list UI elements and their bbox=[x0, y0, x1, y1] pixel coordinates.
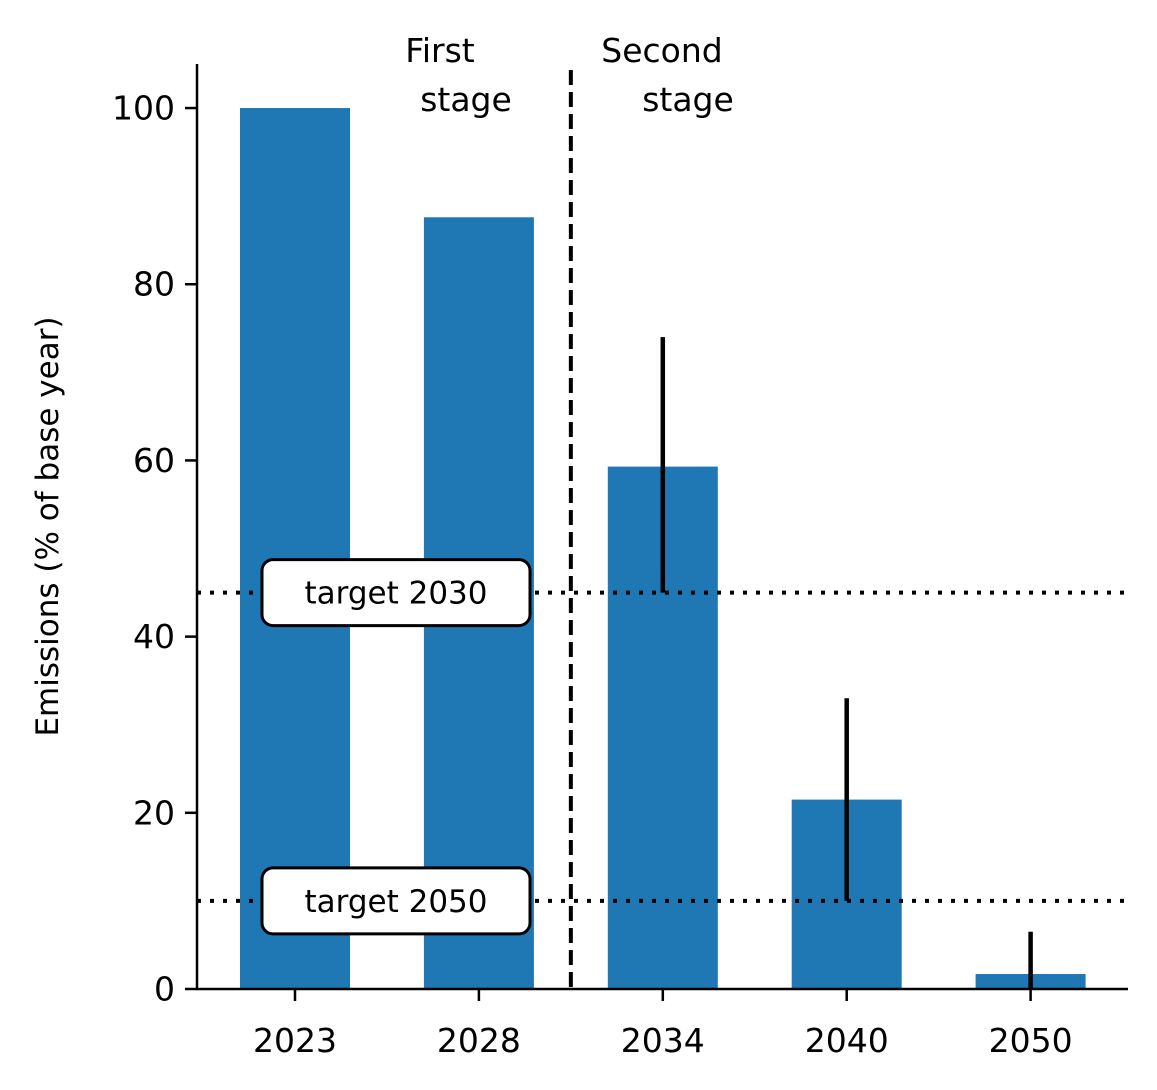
target-label-box-1 bbox=[260, 558, 532, 628]
y-tick-label-80: 80 bbox=[133, 265, 175, 304]
x-tick-label-2034: 2034 bbox=[621, 1021, 705, 1060]
stage-label-line: stage bbox=[420, 80, 512, 119]
stage-label-2: Second stage bbox=[601, 31, 734, 119]
y-tick-label-20: 20 bbox=[133, 793, 175, 832]
stage-label-1: First stage bbox=[405, 31, 512, 119]
y-tick-label-100: 100 bbox=[112, 89, 175, 128]
target-label-2: target 2050 bbox=[304, 884, 487, 920]
target-label-1: target 2030 bbox=[304, 576, 487, 612]
stage-label-line: First bbox=[405, 31, 475, 70]
x-tick-label-2050: 2050 bbox=[989, 1021, 1073, 1060]
stage-label-line: Second bbox=[601, 31, 722, 70]
y-tick-label-60: 60 bbox=[133, 441, 175, 480]
axes-layer bbox=[185, 64, 1128, 1001]
target-label-box-2 bbox=[260, 866, 532, 936]
x-tick-label-2040: 2040 bbox=[805, 1021, 889, 1060]
stage-label-line: stage bbox=[642, 80, 734, 119]
bar-2023 bbox=[240, 108, 350, 990]
y-tick-label-0: 0 bbox=[154, 970, 175, 1009]
x-tick-label-2028: 2028 bbox=[437, 1021, 521, 1060]
y-tick-label-40: 40 bbox=[133, 617, 175, 656]
error-bars-layer bbox=[660, 337, 1033, 989]
y-axis-title: Emissions (% of base year) bbox=[30, 316, 66, 736]
x-tick-label-2023: 2023 bbox=[253, 1021, 337, 1060]
